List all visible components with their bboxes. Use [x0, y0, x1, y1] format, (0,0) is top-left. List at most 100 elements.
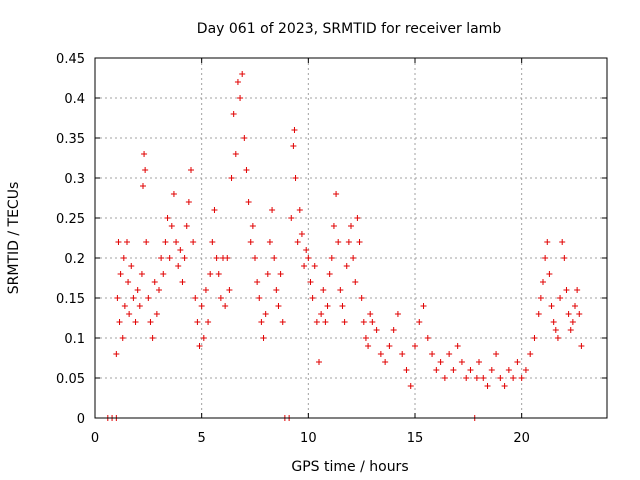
- data-point: [424, 335, 431, 341]
- data-point: [185, 199, 192, 205]
- data-point: [518, 375, 525, 381]
- y-tick-label: 0: [77, 412, 85, 427]
- data-point: [429, 351, 436, 357]
- data-point: [546, 271, 553, 277]
- data-point: [407, 383, 414, 389]
- data-point: [177, 247, 184, 253]
- data-point: [256, 295, 263, 301]
- data-point: [390, 327, 397, 333]
- data-point: [222, 303, 229, 309]
- data-point: [215, 271, 222, 277]
- data-point: [232, 151, 239, 157]
- data-point: [563, 287, 570, 293]
- x-tick-label: 10: [300, 431, 317, 446]
- x-tick-label: 0: [91, 431, 99, 446]
- data-point: [130, 295, 137, 301]
- data-point: [574, 287, 581, 293]
- data-point: [330, 223, 337, 229]
- data-point: [153, 311, 160, 317]
- data-point: [271, 255, 278, 261]
- data-point: [569, 319, 576, 325]
- data-point: [333, 191, 340, 197]
- data-point: [373, 327, 380, 333]
- data-point: [345, 239, 352, 245]
- data-point: [316, 359, 322, 365]
- data-point: [572, 303, 578, 309]
- data-point: [224, 255, 231, 261]
- data-point: [386, 343, 393, 349]
- data-point: [484, 383, 491, 389]
- data-point: [362, 335, 369, 341]
- data-point: [298, 231, 305, 237]
- data-point: [446, 351, 453, 357]
- data-point: [348, 223, 354, 229]
- data-point: [149, 335, 156, 341]
- y-tick-label: 0.25: [56, 212, 85, 227]
- data-point: [239, 71, 246, 77]
- data-point: [247, 239, 254, 245]
- data-point: [183, 223, 190, 229]
- data-point: [557, 295, 564, 301]
- data-point: [143, 239, 150, 245]
- data-point: [324, 303, 331, 309]
- y-axis-label: SRMTID / TECUs: [6, 182, 22, 295]
- data-point: [213, 255, 220, 261]
- data-point: [552, 327, 559, 333]
- y-tick-label: 0.05: [56, 372, 85, 387]
- data-point: [305, 255, 312, 261]
- data-point: [352, 279, 359, 285]
- data-point: [339, 303, 346, 309]
- data-point: [228, 175, 235, 181]
- data-point: [249, 223, 256, 229]
- data-point: [142, 167, 149, 173]
- data-point: [561, 255, 568, 261]
- y-tick-label: 0.2: [64, 252, 85, 267]
- data-point: [254, 279, 261, 285]
- data-point: [433, 367, 440, 373]
- data-point: [116, 319, 123, 325]
- data-point: [226, 287, 233, 293]
- data-point: [125, 279, 132, 285]
- y-tick-label: 0.4: [64, 92, 85, 107]
- data-point: [365, 343, 372, 349]
- data-point: [341, 319, 348, 325]
- data-point: [476, 359, 482, 365]
- data-point: [522, 367, 529, 373]
- data-point: [531, 335, 538, 341]
- data-point: [241, 135, 248, 141]
- data-point: [544, 239, 551, 245]
- data-point: [313, 319, 320, 325]
- data-point: [277, 271, 284, 277]
- data-point: [168, 223, 175, 229]
- data-point: [269, 207, 276, 213]
- data-point: [514, 359, 521, 365]
- y-tick-label: 0.3: [64, 172, 85, 187]
- data-point: [194, 319, 201, 325]
- data-point: [160, 271, 167, 277]
- data-point: [290, 143, 297, 149]
- data-point: [367, 311, 374, 317]
- data-point: [175, 263, 182, 269]
- data-point: [113, 351, 120, 357]
- data-point: [115, 239, 122, 245]
- data-point: [145, 295, 152, 301]
- data-point: [412, 343, 418, 349]
- data-point: [403, 367, 410, 373]
- data-point: [301, 263, 308, 269]
- data-point: [488, 367, 495, 373]
- y-tick-label: 0.35: [56, 132, 85, 147]
- data-point: [128, 263, 135, 269]
- data-point: [510, 375, 517, 381]
- data-point: [117, 271, 124, 277]
- data-point: [358, 295, 365, 301]
- data-point: [535, 311, 542, 317]
- data-point: [141, 151, 148, 157]
- data-point: [399, 351, 406, 357]
- data-point: [328, 255, 335, 261]
- data-point: [497, 375, 504, 381]
- data-point: [318, 311, 325, 317]
- data-point: [467, 367, 474, 373]
- data-point: [138, 271, 145, 277]
- data-point: [565, 311, 572, 317]
- data-point: [188, 167, 194, 173]
